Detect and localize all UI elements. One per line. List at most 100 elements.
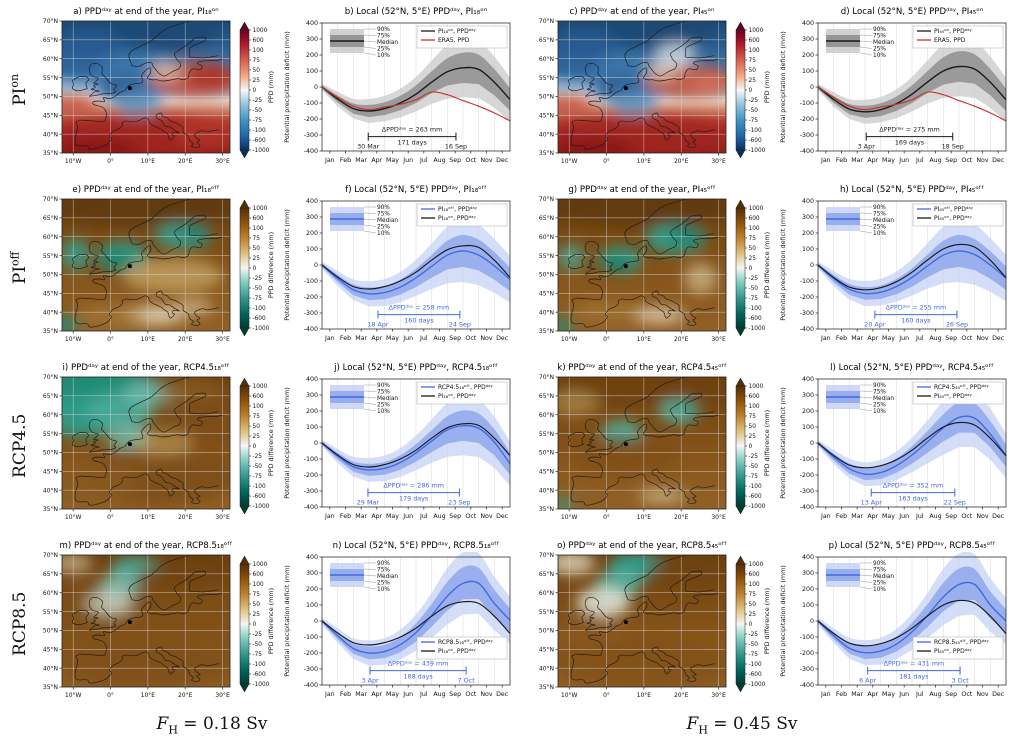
y-tick-label: -100 [800, 100, 814, 107]
lon-tick-label: 0° [603, 692, 610, 699]
colorbar-tick-label: 1000 [253, 384, 268, 390]
colorbar-tick-label: -100 [749, 128, 762, 134]
inset-leader-line [859, 224, 873, 227]
y-tick-label: 200 [802, 408, 814, 415]
lat-tick-label: 60°N [539, 590, 554, 597]
anomaly-blob [558, 138, 634, 153]
anomaly-blob [85, 591, 133, 616]
x-tick-label: Sep [449, 335, 461, 342]
inset-percentile-label: 90% [873, 205, 886, 211]
y-tick-label: -400 [304, 148, 318, 155]
anomaly-blob [631, 307, 686, 324]
colorbar-tick-label: -1000 [253, 326, 270, 332]
legend-entry-label: PI₁₈ᵒᶠᶠ, PPDᵈᵃʸ [438, 206, 478, 213]
inset-leader-line [859, 212, 873, 214]
y-tick-label: 400 [306, 20, 318, 27]
location-marker-52n5e [127, 86, 132, 91]
colorbar-tick-label: 100 [749, 582, 760, 588]
x-tick-label: Dec [992, 157, 1005, 164]
lat-tick-label: 65°N [43, 571, 58, 578]
colorbar-tick-label: 50 [253, 424, 261, 430]
y-tick-label: -200 [800, 650, 814, 657]
lat-tick-label: 40°N [43, 487, 58, 494]
anomaly-blob [62, 94, 98, 114]
lon-tick-label: 10°E [141, 336, 156, 343]
colorbar-extend-top [735, 377, 746, 387]
x-tick-label: May [386, 335, 399, 342]
lat-tick-label: 40°N [43, 665, 58, 672]
colorbar [239, 385, 250, 507]
map-frame [61, 20, 231, 154]
colorbar-tick-label: -75 [253, 652, 263, 658]
legend-entry-label: ERA5, PPD [934, 37, 966, 44]
map-svg-o: 70°N 65°N 60°N 55°N 50°N 45°N 40°N 35°N 10°W 0° 10… [539, 552, 771, 699]
x-tick-label: Aug [433, 691, 445, 698]
lat-tick-label: 35°N [539, 506, 554, 513]
lat-tick-label: 35°N [43, 684, 58, 691]
map-frame [61, 198, 231, 332]
lon-tick-label: 10°W [65, 158, 82, 165]
lon-tick-label: 10°W [561, 336, 578, 343]
colorbar [239, 207, 250, 329]
figure-row-1: PIoff e) PPDᵈᵃʸ at end of the year, PI₁₈ᵒ… [6, 184, 1024, 362]
caption-value: = 0.18 Sv [177, 714, 268, 734]
x-tick-label: Feb [836, 691, 847, 698]
x-tick-label: May [882, 513, 895, 520]
lat-tick-label: 50°N [539, 94, 554, 101]
anomaly-blob [558, 94, 594, 114]
x-tick-label: May [882, 335, 895, 342]
y-tick-label: 300 [802, 36, 814, 43]
anomaly-blob [102, 251, 133, 271]
inset-percentile-label: 25% [873, 47, 886, 53]
coastline-path [628, 214, 714, 255]
x-tick-label: Sep [945, 691, 957, 698]
colorbar-tick-label: 100 [253, 404, 264, 410]
colorbar-tick-label: 0 [253, 622, 257, 628]
legend-box [416, 203, 508, 227]
x-tick-label: Dec [992, 335, 1005, 342]
y-tick-label: -200 [800, 294, 814, 301]
colorbar-tick-label: 0 [749, 622, 753, 628]
y-tick-label: -200 [304, 294, 318, 301]
inset-percentile-label: 75% [377, 568, 390, 574]
y-tick-label: 0 [810, 84, 814, 91]
panel-h: h) Local (52°N, 5°E) PPDᵈᵃʸ, PI₄₅ᵒᶠᶠ 400 3… [776, 184, 1014, 361]
coastline-path [624, 199, 688, 245]
x-tick-label: Jul [419, 513, 428, 520]
location-marker-52n5e [127, 442, 132, 447]
x-tick-label: Jan [820, 691, 831, 698]
lon-tick-label: 20°E [674, 514, 689, 521]
colorbar-tick-label: 1000 [749, 206, 764, 212]
legend-box [416, 636, 508, 660]
row-label-superscript: off [8, 251, 22, 267]
y-tick-label: 200 [802, 586, 814, 593]
colorbar-tick-label: -25 [749, 454, 759, 460]
x-tick-label: Jul [419, 691, 428, 698]
map-frame [557, 554, 727, 688]
panel-i: i) PPDᵈᵃʸ at end of the year, RCP4.5₁₈ᵒᶠ… [32, 362, 280, 539]
legend-entry-label: PI₁₈ᵒⁿ, PPDᵈᵃʸ [438, 215, 477, 222]
colorbar-tick-label: -75 [253, 474, 263, 480]
inset-percentile-label: 90% [377, 205, 390, 211]
lon-tick-label: 10°W [561, 158, 578, 165]
colorbar-tick-label: -1000 [253, 682, 270, 688]
location-marker-52n5e [127, 264, 132, 269]
x-tick-label: Jan [820, 157, 831, 164]
y-tick-label: 300 [306, 570, 318, 577]
coastline-path [571, 236, 719, 301]
colorbar-tick-label: 50 [253, 602, 261, 608]
inset-leader-line [363, 34, 377, 36]
inset-leader-line [363, 46, 377, 49]
inset-leader-line [363, 574, 377, 577]
annotation-days-label: 160 days [404, 316, 434, 324]
row-label-0: PIon [6, 6, 32, 174]
colorbar-tick-label: 75 [253, 236, 261, 242]
inset-percentile-label: 10% [377, 231, 390, 237]
inset-percentile-label: 10% [873, 409, 886, 415]
row-label-text: RCP4.5 [8, 414, 30, 478]
series-line [321, 600, 511, 646]
legend-entry-label: PI₁₈ᵒⁿ, PPDᵈᵃʸ [438, 28, 477, 35]
x-tick-label: Aug [433, 157, 445, 164]
x-tick-label: Jan [324, 157, 335, 164]
colorbar-tick-label: 25 [749, 434, 757, 440]
